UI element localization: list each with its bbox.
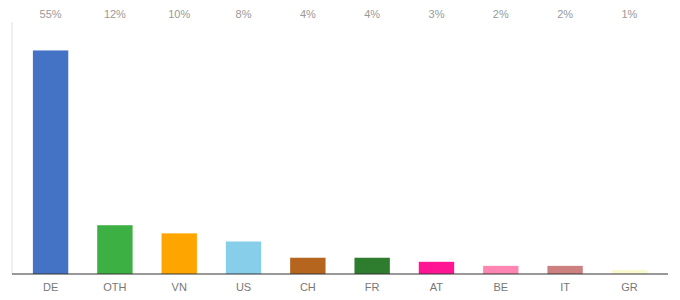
x-tick-label: AT [430,281,444,293]
data-label: 8% [236,8,252,20]
data-label: 4% [364,8,380,20]
data-label: 2% [557,8,573,20]
bar [612,270,647,274]
bar [97,225,132,274]
data-label: 12% [104,8,126,20]
bar [226,241,261,274]
x-tick-label: VN [172,281,187,293]
x-tick-label: IT [560,281,570,293]
bars [33,50,647,274]
data-label: 3% [429,8,445,20]
x-tick-label: OTH [103,281,126,293]
data-label: 2% [493,8,509,20]
x-tick-label: DE [43,281,58,293]
y-axis-line [12,22,13,274]
data-label: 55% [40,8,62,20]
bar [290,258,325,274]
data-label: 4% [300,8,316,20]
x-tick-label: BE [493,281,508,293]
chart: 55% 12% 10% 8% 4% 4% 3% 2% 2% 1% DE OTH VN US CH FR AT BE… [0,0,680,300]
x-axis-line [12,274,668,275]
bar [354,258,389,274]
bar [162,233,197,274]
bar [483,266,518,274]
x-tick-label: GR [621,281,638,293]
chart-container: 55% 12% 10% 8% 4% 4% 3% 2% 2% 1% DE OTH VN US CH FR AT BE… [0,0,680,300]
data-label: 1% [621,8,637,20]
x-tick-label: US [236,281,251,293]
x-tick-label: FR [365,281,380,293]
bar [33,50,68,274]
bar [419,262,454,274]
x-tick-label: CH [300,281,316,293]
data-label: 10% [168,8,190,20]
labels: 55% 12% 10% 8% 4% 4% 3% 2% 2% 1% [40,8,638,20]
bar [547,266,582,274]
